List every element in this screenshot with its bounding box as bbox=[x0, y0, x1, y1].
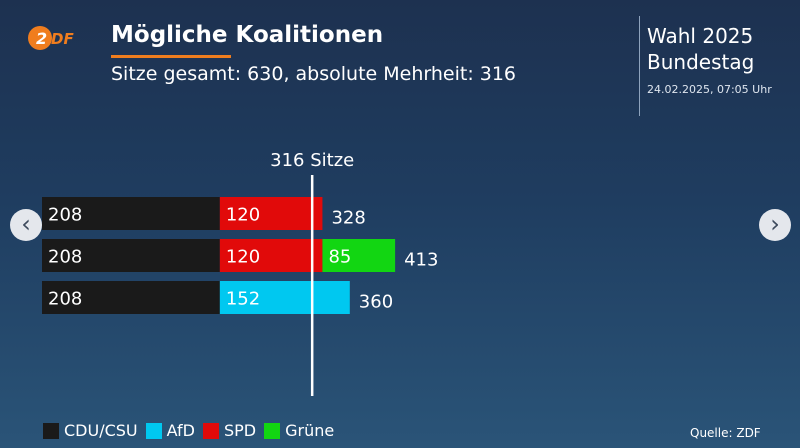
bar-segment-label: 120 bbox=[226, 247, 260, 268]
bar-segment bbox=[219, 281, 350, 314]
legend-item: Grüne bbox=[264, 421, 334, 440]
legend-item: SPD bbox=[202, 421, 257, 440]
legend-swatch bbox=[264, 422, 281, 439]
coalition-total-label: 360 bbox=[359, 292, 393, 313]
next-button[interactable]: › bbox=[759, 209, 791, 241]
bar-segment bbox=[42, 197, 220, 230]
bar-segment bbox=[219, 197, 323, 230]
bar-segment-label: 120 bbox=[226, 205, 260, 226]
legend-label: Grüne bbox=[285, 421, 335, 440]
header-divider bbox=[639, 16, 640, 116]
bar-segment-label: 152 bbox=[226, 289, 260, 310]
page-subtitle: Sitze gesamt: 630, absolute Mehrheit: 31… bbox=[111, 63, 517, 85]
legend-label: SPD bbox=[223, 421, 257, 440]
coalition-chart: 208 120 328 208 120 85 413 208 152 360 316 Sitze bbox=[42, 150, 438, 396]
legend-swatch bbox=[43, 422, 59, 439]
bar-segment-label: 208 bbox=[48, 247, 82, 268]
title-underline bbox=[111, 55, 231, 58]
svg-text:2: 2 bbox=[36, 29, 47, 48]
election-body: Bundestag bbox=[647, 50, 755, 74]
chevron-left-icon: ‹ bbox=[21, 210, 31, 238]
majority-threshold-label: 316 Sitze bbox=[270, 150, 354, 171]
bar-segment-label: 208 bbox=[48, 205, 82, 226]
legend-label: AfD bbox=[166, 421, 195, 440]
page-title: Mögliche Koalitionen bbox=[111, 22, 384, 48]
zdf-logo: 2 DF bbox=[28, 26, 74, 50]
bar-segment-label: 208 bbox=[48, 289, 82, 310]
svg-text:DF: DF bbox=[51, 30, 74, 48]
previous-button[interactable]: ‹ bbox=[10, 209, 42, 241]
legend-label: CDU/CSU bbox=[64, 421, 138, 440]
bar-segment bbox=[42, 281, 220, 314]
bar-segment bbox=[219, 239, 323, 272]
coalition-total-label: 328 bbox=[331, 208, 365, 229]
chart-legend: CDU/CSU AfD SPD Grüne bbox=[43, 421, 342, 440]
election-year: Wahl 2025 bbox=[647, 24, 754, 48]
legend-swatch bbox=[145, 422, 162, 439]
coalition-total-label: 413 bbox=[404, 250, 438, 271]
bar-segment bbox=[322, 239, 396, 272]
timestamp: 24.02.2025, 07:05 Uhr bbox=[647, 83, 772, 96]
election-label: Wahl 2025 Bundestag bbox=[647, 23, 754, 75]
legend-item: AfD bbox=[145, 421, 195, 440]
legend-item: CDU/CSU bbox=[43, 421, 138, 440]
bar-segment bbox=[42, 239, 220, 272]
bar-segment-label: 85 bbox=[328, 247, 351, 268]
source-label: Quelle: ZDF bbox=[690, 426, 761, 440]
chevron-right-icon: › bbox=[770, 210, 780, 238]
legend-swatch bbox=[202, 422, 219, 439]
